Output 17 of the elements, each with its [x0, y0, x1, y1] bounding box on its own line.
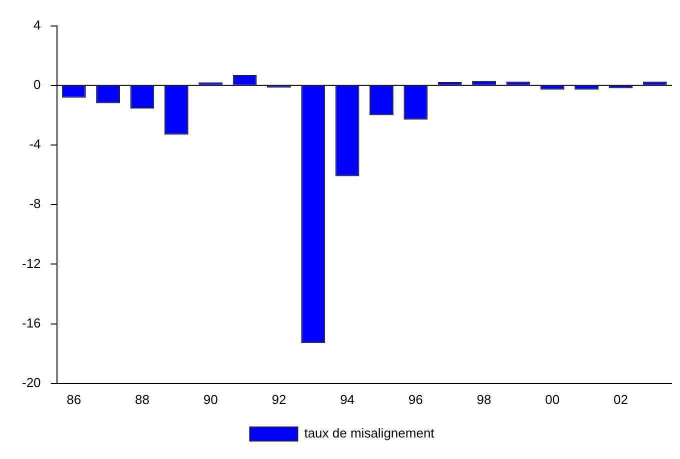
x-tick-label: 86: [66, 392, 82, 407]
y-tick-label: -12: [22, 256, 41, 271]
x-tick-label: 96: [408, 392, 423, 407]
x-tick-label: 94: [340, 392, 355, 407]
x-tick-label: 00: [545, 392, 560, 407]
x-tick-label: 90: [203, 392, 218, 407]
y-tick-label: 0: [34, 76, 41, 92]
y-tick-label: -8: [29, 196, 41, 212]
legend-label: taux de misalignement: [304, 426, 435, 441]
y-tick-label: -16: [22, 315, 41, 330]
x-tick-label: 02: [614, 392, 628, 407]
y-tick-label: 4: [34, 17, 41, 32]
y-tick-label: -4: [29, 136, 41, 152]
y-tick-label: -20: [22, 374, 41, 390]
x-tick-label: 88: [135, 392, 150, 407]
x-tick-label: 92: [272, 392, 286, 407]
x-tick-label: 98: [476, 392, 492, 407]
